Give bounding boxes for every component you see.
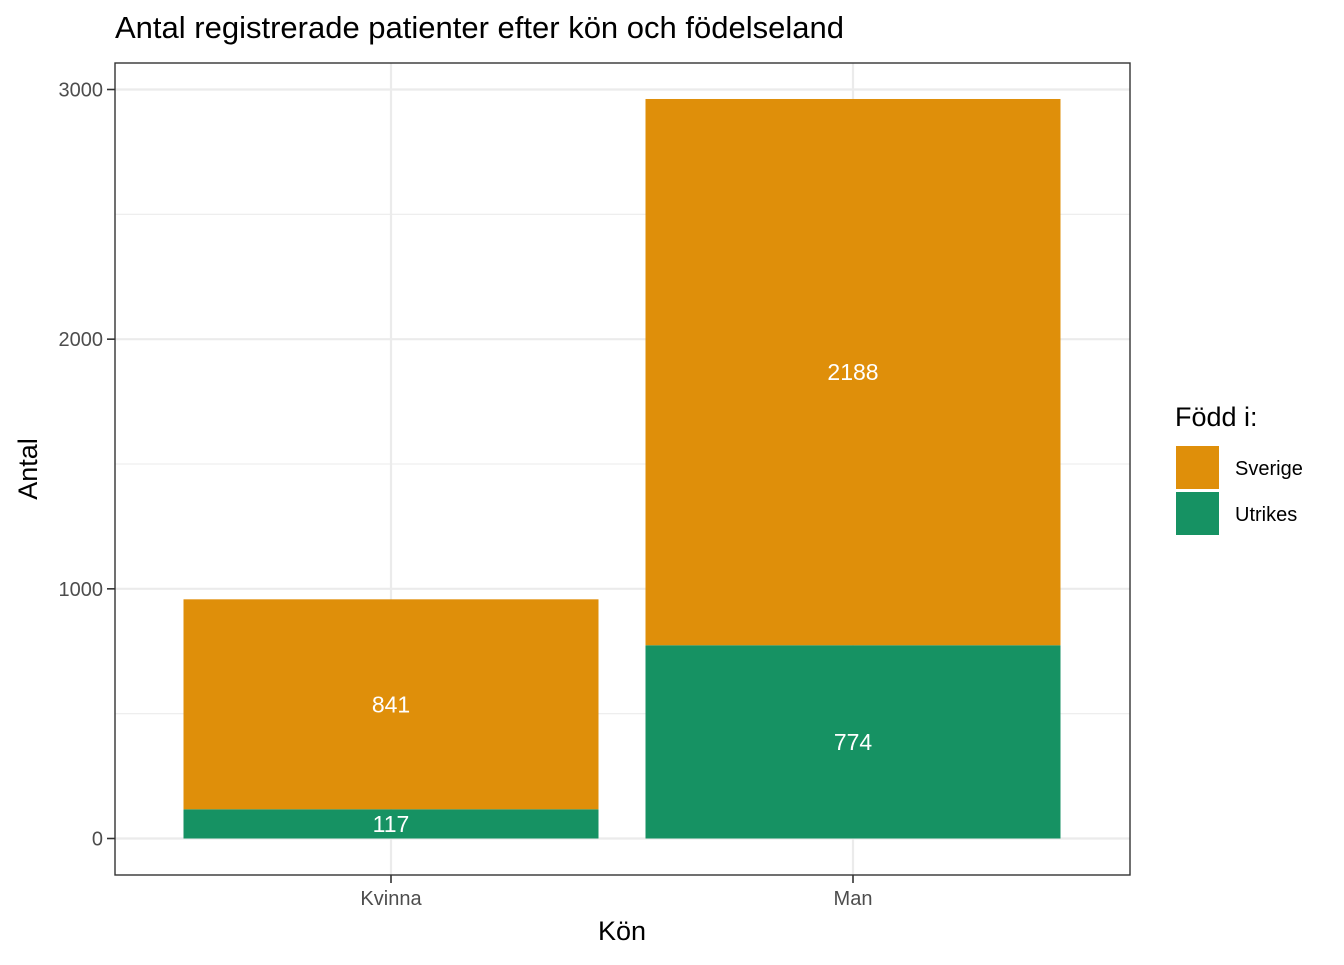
bar-value-label: 117 bbox=[373, 811, 410, 837]
bar-man-sverige bbox=[645, 98, 1061, 646]
legend-key-sverige bbox=[1176, 446, 1219, 489]
bar-man-utrikes bbox=[645, 645, 1061, 839]
y-tick-label: 0 bbox=[92, 829, 103, 851]
y-tick-label: 1000 bbox=[59, 579, 104, 601]
bar-value-label: 774 bbox=[834, 729, 873, 755]
x-axis: Kvinna Man bbox=[360, 875, 872, 910]
legend-title: Född i: bbox=[1175, 402, 1258, 432]
legend-key-utrikes bbox=[1176, 492, 1219, 535]
bar-labels: 117 841 774 2188 bbox=[372, 359, 879, 837]
x-axis-title: Kön bbox=[598, 916, 646, 946]
bar-kvinna-utrikes bbox=[183, 809, 599, 839]
panel-border bbox=[114, 62, 1131, 876]
y-tick-label: 2000 bbox=[59, 329, 104, 351]
x-tick-label: Man bbox=[834, 888, 873, 910]
x-tick-label: Kvinna bbox=[360, 888, 422, 910]
bar-value-label: 841 bbox=[372, 691, 410, 717]
y-tick-label: 3000 bbox=[59, 80, 104, 102]
plot-panel: 117 841 774 2188 bbox=[114, 62, 1131, 876]
y-axis: 0 1000 2000 3000 bbox=[59, 80, 115, 851]
bar-value-label: 2188 bbox=[827, 359, 878, 385]
bars bbox=[183, 98, 1061, 839]
legend-label-utrikes: Utrikes bbox=[1235, 504, 1297, 526]
legend-items: Sverige Utrikes bbox=[1176, 446, 1303, 535]
legend: Född i: Sverige Utrikes bbox=[1175, 402, 1303, 535]
y-axis-title: Antal bbox=[13, 438, 43, 500]
bar-kvinna-sverige bbox=[183, 599, 599, 810]
legend-label-sverige: Sverige bbox=[1235, 458, 1303, 480]
chart-title: Antal registrerade patienter efter kön o… bbox=[115, 10, 844, 45]
